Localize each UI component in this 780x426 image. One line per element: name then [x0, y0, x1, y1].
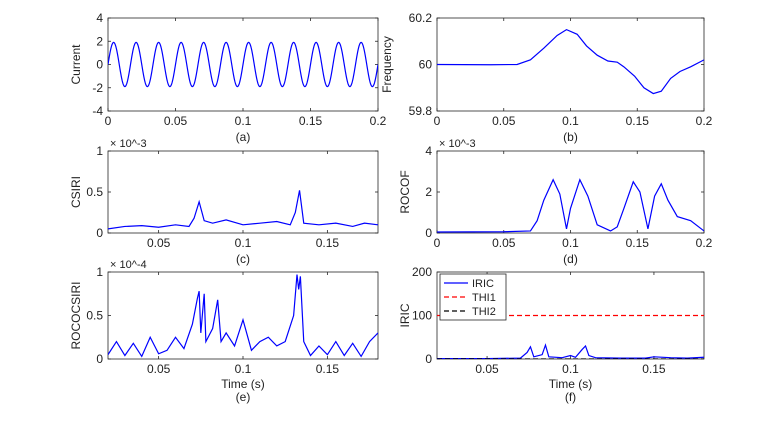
y-tick-label: 2	[96, 34, 103, 48]
y-tick-label: 0	[96, 352, 103, 366]
legend: IRIC THI1 THI2	[439, 273, 507, 321]
y-tick-label: 1	[96, 144, 103, 158]
legend-label-iric: IRIC	[472, 278, 494, 290]
axes-box	[107, 150, 379, 234]
x-tick-label: 0	[105, 114, 112, 128]
x-tick-label: 0.15	[626, 114, 650, 128]
y-tick-label: 0.5	[86, 309, 103, 323]
y-axis-label: Frequency	[380, 36, 394, 93]
y-tick-label: 1	[96, 265, 103, 279]
series-line-csiri	[108, 190, 378, 230]
x-tick-label: 0.1	[235, 236, 252, 250]
y-axis-label: CSIRI	[69, 176, 83, 208]
y-axis-label: ROCOF	[398, 170, 412, 213]
y-tick-label: 200	[412, 265, 432, 279]
series-line-iric	[437, 343, 704, 359]
panel-label: (c)	[236, 252, 250, 266]
x-tick-label: 0.15	[316, 236, 340, 250]
y-tick-label: 0	[425, 226, 432, 240]
x-tick-label: 0.2	[696, 114, 713, 128]
series-line-rocof	[437, 178, 704, 233]
y-tick-label: 100	[412, 309, 432, 323]
y-axis-label: ROCOCSIRI	[69, 281, 83, 349]
y-tick-label: 0	[96, 226, 103, 240]
legend-box	[439, 273, 507, 321]
x-tick-label: 0.05	[147, 362, 171, 376]
y-tick-label: 0.5	[86, 185, 103, 199]
x-tick-label: 0.05	[475, 362, 499, 376]
legend-label-thi2: THI2	[472, 306, 496, 318]
subplot-a: 0 0.05 0.1 0.15 0.2 -4 -2 0 2 4 Current (a)	[69, 11, 387, 144]
panel-label: (e)	[236, 390, 251, 404]
y-tick-label: 0	[425, 352, 432, 366]
subplot-f: 0.05 0.1 0.15 0 100 200 IRIC Time (s)(f) IRIC THI…	[398, 265, 705, 404]
panel-label: (a)	[236, 130, 251, 144]
x-tick-label: 0.2	[370, 114, 387, 128]
x-axis-label: Time (s)	[221, 377, 265, 391]
x-tick-label: 0.1	[562, 362, 579, 376]
y-tick-label: 60	[419, 58, 433, 72]
y-tick-label: -2	[92, 81, 103, 95]
y-tick-label: -4	[92, 104, 103, 118]
x-tick-label: 0.1	[562, 114, 579, 128]
x-tick-label: 0.1	[562, 236, 579, 250]
x-tick-label: 0.15	[642, 362, 666, 376]
y-axis-label: IRIC	[398, 303, 412, 327]
x-tick-label: 0.15	[316, 362, 340, 376]
legend-label-thi1: THI1	[472, 292, 496, 304]
y-tick-label: 0	[96, 58, 103, 72]
x-tick-label: 0	[434, 236, 441, 250]
subplot-b: 0 0.05 0.1 0.15 0.2 59.8 60 60.2 Frequency (b)	[380, 11, 713, 144]
x-tick-label: 0	[434, 114, 441, 128]
y-axis-label: Current	[69, 44, 83, 85]
y-tick-label: 4	[425, 144, 432, 158]
y-tick-label: 2	[425, 185, 432, 199]
panel-label: (f)	[565, 390, 576, 404]
subplot-e: 0.05 0.1 0.15 0 0.5 1 × 10^-4 ROCOCSIRI Time (s)…	[69, 259, 379, 404]
x-tick-label: 0.2	[696, 236, 713, 250]
panel-label: (d)	[563, 252, 578, 266]
x-tick-label: 0.05	[147, 236, 171, 250]
x-tick-label: 0.1	[235, 362, 252, 376]
x-tick-label: 0.05	[492, 236, 516, 250]
axes-box	[107, 271, 379, 360]
x-tick-label: 0.15	[299, 114, 323, 128]
x-axis-label: Time (s)	[549, 377, 593, 391]
series-line-current	[108, 41, 378, 88]
panel-label: (b)	[563, 130, 578, 144]
x-tick-label: 0.05	[164, 114, 188, 128]
y-tick-label: 60.2	[409, 11, 433, 25]
axes-box	[436, 150, 705, 234]
subplot-c: 0.05 0.1 0.15 0 0.5 1 × 10^-3 CSIRI (c)	[69, 138, 379, 266]
subplot-d: 0 0.05 0.1 0.15 0.2 0 2 4 × 10^-3 ROCOF (d)	[398, 138, 713, 266]
series-line-frequency	[437, 28, 704, 95]
series-line-rococsiri	[108, 274, 378, 358]
x-tick-label: 0.05	[492, 114, 516, 128]
axis-exponent: × 10^-4	[110, 259, 147, 271]
axis-exponent: × 10^-3	[439, 138, 476, 150]
x-tick-label: 0.1	[235, 114, 252, 128]
axis-exponent: × 10^-3	[110, 138, 147, 150]
x-tick-label: 0.15	[626, 236, 650, 250]
y-tick-label: 59.8	[409, 104, 433, 118]
y-tick-label: 4	[96, 11, 103, 25]
